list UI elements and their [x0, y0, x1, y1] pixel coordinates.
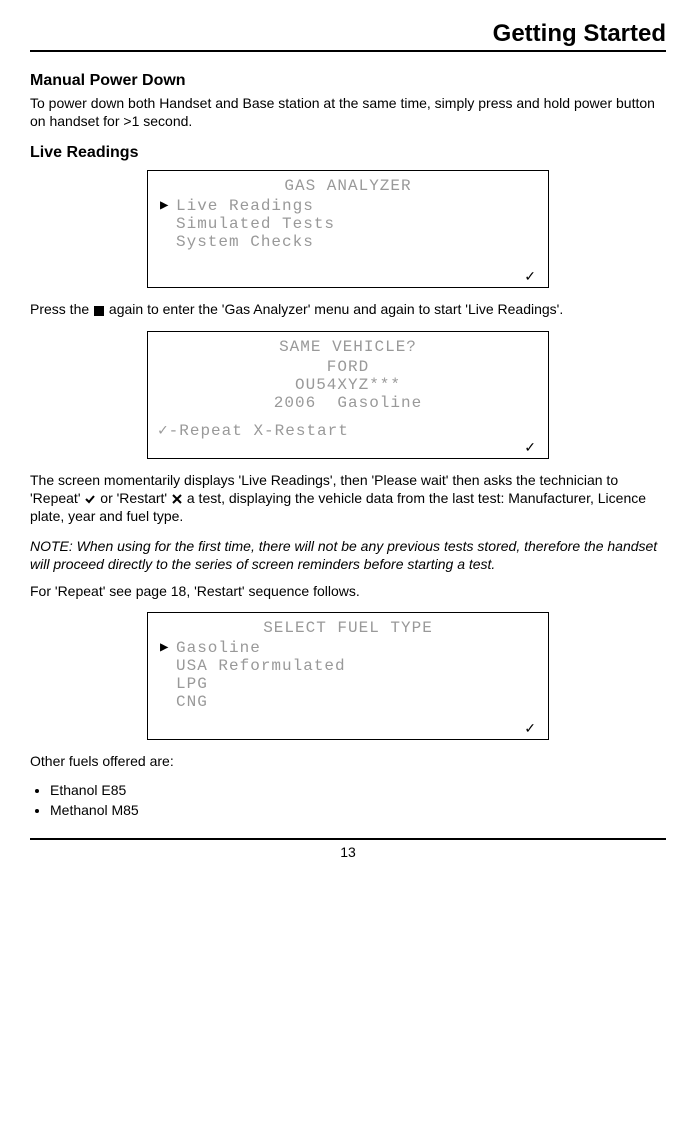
list-item: Methanol M85: [50, 802, 666, 818]
lcd3-check-icon: ✓: [158, 721, 538, 735]
lcd1-line1-text: Live Readings: [176, 197, 314, 215]
lcd1-line1: ▶ Live Readings: [158, 197, 538, 215]
lcd3-line4: CNG: [158, 693, 538, 711]
lcd2-line1: FORD: [158, 358, 538, 376]
list-item: Ethanol E85: [50, 782, 666, 798]
para-other-fuels: Other fuels offered are:: [30, 752, 666, 770]
lcd-same-vehicle: SAME VEHICLE? FORD OU54XYZ*** 2006 Gasol…: [147, 331, 549, 459]
check-icon: [84, 493, 96, 505]
body-manual-power-down: To power down both Handset and Base stat…: [30, 94, 666, 130]
lcd2-title: SAME VEHICLE?: [158, 338, 538, 356]
lcd-gas-analyzer: GAS ANALYZER ▶ Live Readings Simulated Te…: [147, 170, 549, 288]
para1-post: again to enter the 'Gas Analyzer' menu a…: [105, 301, 563, 317]
lcd1-line2: Simulated Tests: [158, 215, 538, 233]
lcd2-bottom: ✓-Repeat X-Restart: [158, 420, 538, 440]
para-repeat-restart: For 'Repeat' see page 18, 'Restart' sequ…: [30, 582, 666, 600]
cursor-icon: ▶: [160, 197, 169, 214]
para-press-again: Press the again to enter the 'Gas Analyz…: [30, 300, 666, 318]
page-header: Getting Started: [30, 20, 666, 52]
lcd1-check-icon: ✓: [158, 269, 538, 283]
para1-pre: Press the: [30, 301, 93, 317]
square-button-icon: [93, 305, 105, 317]
lcd2-line2: OU54XYZ***: [158, 376, 538, 394]
para-screen-displays: The screen momentarily displays 'Live Re…: [30, 471, 666, 526]
lcd3-line1: ▶ Gasoline: [158, 639, 538, 657]
para2-mid: or 'Restart': [96, 490, 171, 506]
heading-live-readings: Live Readings: [30, 144, 666, 162]
lcd2-line3: 2006 Gasoline: [158, 394, 538, 412]
lcd1-line3: System Checks: [158, 233, 538, 251]
heading-manual-power-down: Manual Power Down: [30, 72, 666, 90]
lcd-select-fuel: SELECT FUEL TYPE ▶ Gasoline USA Reformula…: [147, 612, 549, 740]
lcd3-line3: LPG: [158, 675, 538, 693]
note-first-time: NOTE: When using for the first time, the…: [30, 537, 666, 573]
x-icon: [171, 493, 183, 505]
fuel-list: Ethanol E85 Methanol M85: [30, 782, 666, 818]
page-footer: 13: [30, 838, 666, 860]
cursor-icon: ▶: [160, 639, 169, 656]
lcd1-title: GAS ANALYZER: [158, 177, 538, 195]
lcd3-line1-text: Gasoline: [176, 639, 261, 657]
lcd3-line2: USA Reformulated: [158, 657, 538, 675]
lcd3-title: SELECT FUEL TYPE: [158, 619, 538, 637]
lcd2-check-icon: ✓: [158, 440, 538, 454]
page-number: 13: [340, 844, 356, 860]
